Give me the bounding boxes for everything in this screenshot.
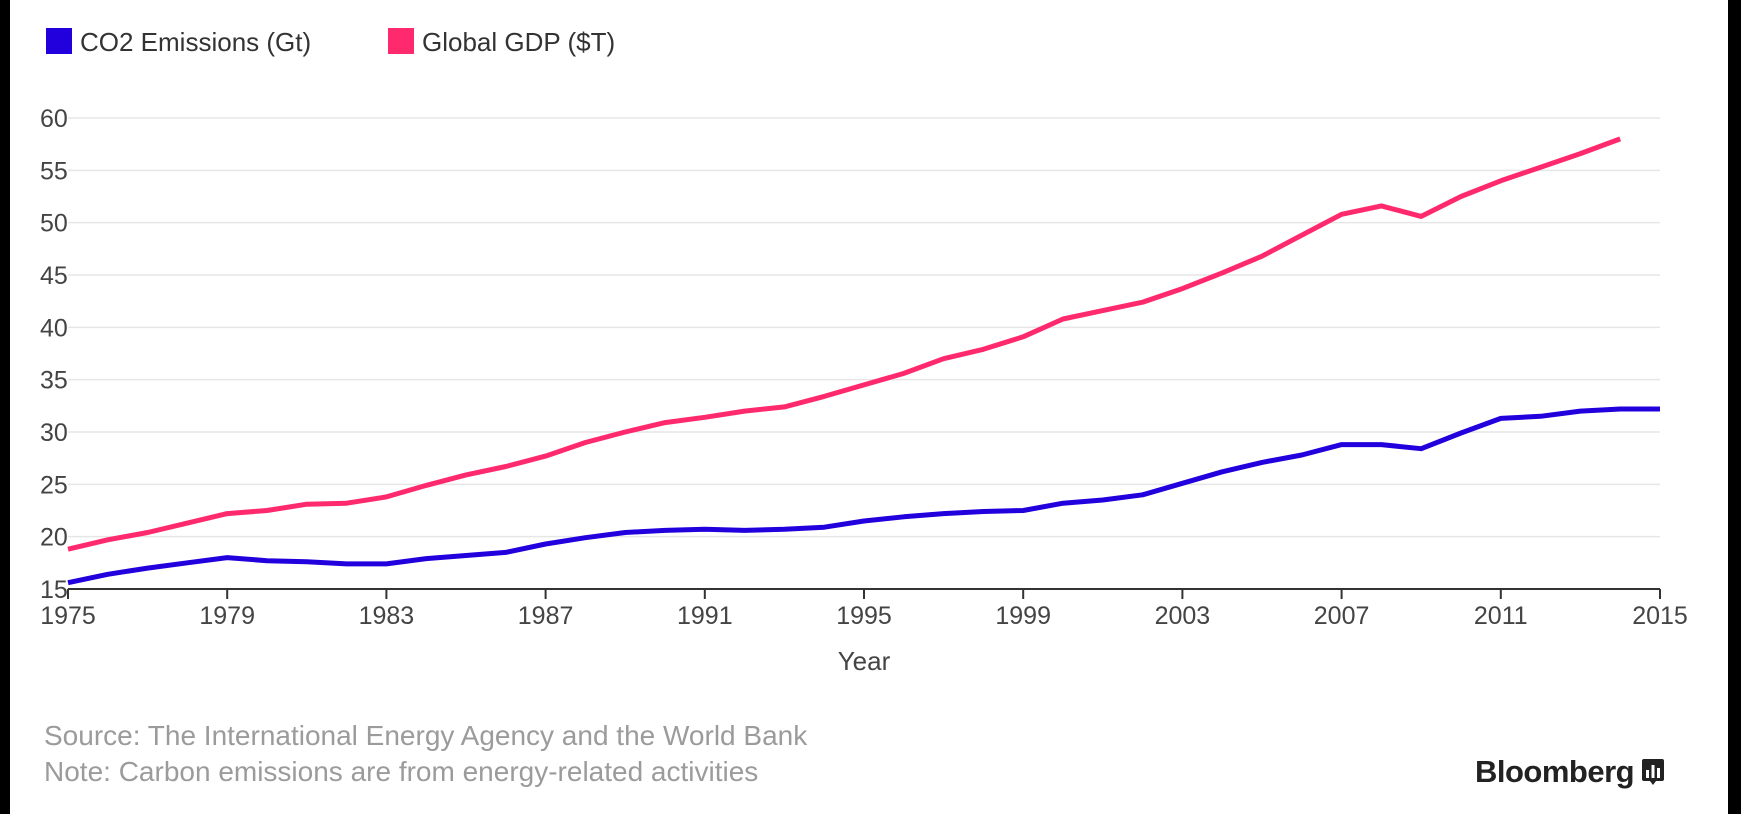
brand-name: Bloomberg	[1475, 754, 1635, 789]
y-tick-label-40: 40	[40, 314, 68, 342]
y-tick-label-30: 30	[40, 419, 68, 447]
x-tick-label-1991: 1991	[677, 602, 733, 630]
x-tick-label-1983: 1983	[359, 602, 415, 630]
series-line-co2	[67, 406, 1660, 586]
y-tick-label-20: 20	[40, 524, 68, 552]
y-tick-label-25: 25	[40, 471, 68, 499]
legend-swatch-co2	[46, 28, 72, 54]
y-tick-label-55: 55	[40, 157, 68, 185]
x-tick-label-1987: 1987	[518, 602, 574, 630]
y-tick-label-35: 35	[40, 367, 68, 395]
x-tick-label-1975: 1975	[40, 602, 96, 630]
x-tick-label-2015: 2015	[1632, 602, 1688, 630]
x-tick-label-1979: 1979	[199, 602, 255, 630]
brand-logo: Bloomberg	[1475, 752, 1665, 792]
x-axis-title: Year	[838, 646, 891, 676]
legend-label-co2: CO2 Emissions (Gt)	[80, 27, 311, 57]
x-tick-label-2003: 2003	[1155, 602, 1211, 630]
bar-chart-icon	[1642, 759, 1665, 785]
line-chart: 15 20 25 30 35 40 45 50 55 60 1975 1979 1983 1987 1991…	[40, 27, 1688, 676]
x-tick-label-1995: 1995	[836, 602, 892, 630]
series-line-gdp	[67, 136, 1622, 552]
legend-swatch-gdp	[388, 28, 414, 54]
legend-label-gdp: Global GDP ($T)	[422, 27, 615, 57]
methodology-note: Note: Carbon emissions are from energy-r…	[44, 756, 759, 787]
y-tick-label-45: 45	[40, 262, 68, 290]
y-tick-label-50: 50	[40, 210, 68, 238]
y-tick-label-60: 60	[40, 105, 68, 133]
y-tick-label-15: 15	[40, 576, 68, 604]
x-tick-label-2011: 2011	[1474, 602, 1528, 630]
source-note: Source: The International Energy Agency …	[44, 720, 808, 751]
x-tick-label-2007: 2007	[1314, 602, 1370, 630]
chart-panel: 15 20 25 30 35 40 45 50 55 60 1975 1979 1983 1987 1991…	[10, 0, 1728, 814]
x-tick-label-1999: 1999	[995, 602, 1051, 630]
